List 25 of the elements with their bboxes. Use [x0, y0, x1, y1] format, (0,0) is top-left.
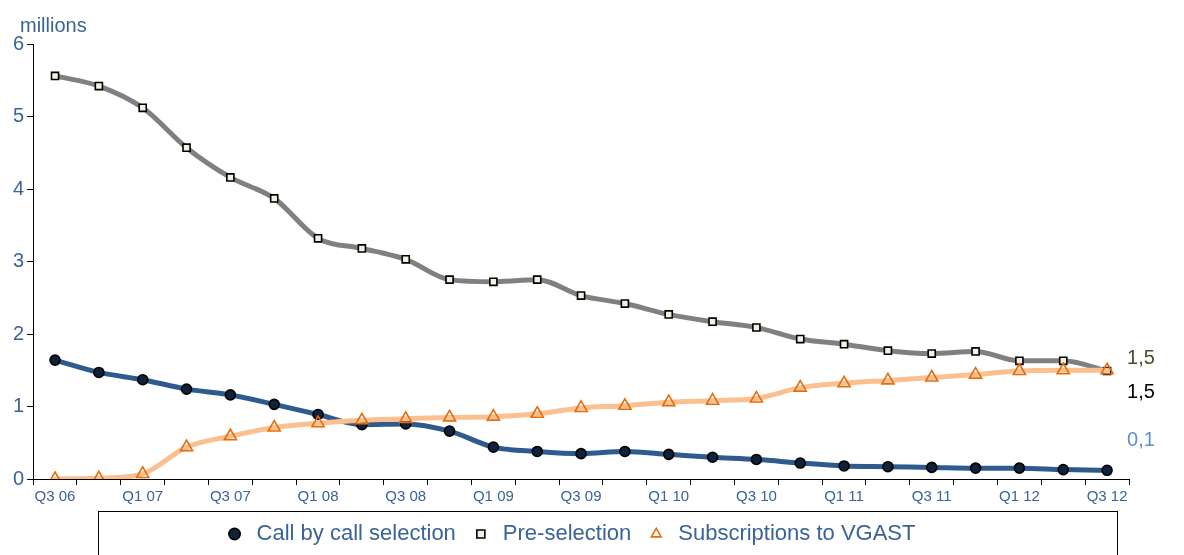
y-tick-label: 2: [13, 321, 25, 344]
annotation: 1,5: [1127, 379, 1155, 402]
legend-label: Subscriptions to VGAST: [678, 520, 916, 546]
x-tick-label: Q3 10: [735, 487, 777, 505]
annotation: 0,1: [1127, 427, 1155, 450]
x-tick-label: Q3 12: [1086, 487, 1128, 505]
x-tick-label: Q1 07: [122, 487, 164, 505]
x-tick-label: Q1 08: [297, 487, 339, 505]
x-tick-label: Q1 09: [472, 487, 514, 505]
x-tick-label: Q3 06: [34, 487, 76, 505]
x-tick-label: Q3 08: [385, 487, 427, 505]
x-tick-label: Q3 09: [560, 487, 602, 505]
x-tick-label: Q1 10: [648, 487, 690, 505]
x-tick-label: Q1 11: [824, 487, 864, 505]
y-tick-label: 0: [13, 466, 25, 489]
y-tick-label: 1: [13, 394, 25, 417]
x-tick-label: Q3 07: [209, 487, 251, 505]
legend-label: Call by call selection: [256, 520, 456, 546]
annotation: 1,5: [1127, 346, 1155, 369]
legend-label: Pre-selection: [502, 520, 632, 546]
x-tick-label: Q1 12: [998, 487, 1040, 505]
y-tick-label: 5: [13, 104, 25, 127]
x-tick-label: Q3 11: [911, 487, 952, 505]
y-tick-label: 4: [13, 176, 25, 199]
y-tick-label: 3: [13, 249, 25, 272]
